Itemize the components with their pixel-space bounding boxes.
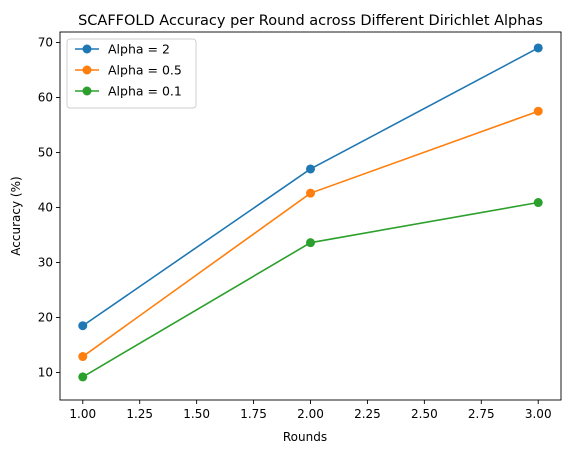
series-layer bbox=[78, 43, 543, 382]
data-point bbox=[78, 372, 88, 382]
y-tick-label: 70 bbox=[38, 35, 53, 49]
chart-title: SCAFFOLD Accuracy per Round across Diffe… bbox=[78, 13, 543, 29]
y-axis: 10 20 30 40 50 60 70 bbox=[38, 35, 60, 379]
legend-label: Alpha = 0.1 bbox=[108, 84, 182, 99]
x-tick-label: 1.50 bbox=[183, 407, 210, 421]
data-point bbox=[78, 321, 88, 331]
y-tick-label: 50 bbox=[38, 145, 53, 159]
data-point bbox=[533, 43, 543, 53]
legend-label: Alpha = 2 bbox=[108, 42, 170, 57]
data-point bbox=[533, 106, 543, 116]
y-tick-label: 30 bbox=[38, 255, 53, 269]
data-point bbox=[306, 238, 315, 248]
y-tick-label: 40 bbox=[38, 200, 53, 214]
data-point bbox=[533, 198, 543, 208]
data-point bbox=[306, 164, 315, 174]
x-tick-label: 1.00 bbox=[69, 407, 96, 421]
y-axis-label: Accuracy (%) bbox=[9, 176, 23, 255]
y-tick-label: 10 bbox=[38, 365, 53, 379]
legend: Alpha = 2 Alpha = 0.5 Alpha = 0.1 bbox=[66, 38, 197, 109]
legend-swatch-marker bbox=[82, 86, 92, 96]
x-tick-label: 2.75 bbox=[468, 407, 495, 421]
legend-swatch-marker bbox=[82, 65, 92, 75]
x-axis-label: Rounds bbox=[283, 430, 327, 444]
data-point bbox=[306, 188, 315, 198]
x-tick-label: 1.75 bbox=[240, 407, 267, 421]
x-tick-label: 3.00 bbox=[525, 407, 552, 421]
data-point bbox=[78, 352, 88, 362]
legend-label: Alpha = 0.5 bbox=[108, 63, 182, 78]
y-tick-label: 20 bbox=[38, 310, 53, 324]
legend-box bbox=[66, 38, 197, 109]
x-tick-label: 2.25 bbox=[354, 407, 381, 421]
x-tick-label: 2.50 bbox=[411, 407, 438, 421]
y-tick-label: 60 bbox=[38, 90, 53, 104]
x-tick-label: 2.00 bbox=[297, 407, 324, 421]
x-axis: 1.00 1.25 1.50 1.75 2.00 2.25 2.50 2.75 3.00 bbox=[69, 400, 552, 421]
legend-swatch-marker bbox=[82, 44, 92, 54]
x-tick-label: 1.25 bbox=[126, 407, 153, 421]
